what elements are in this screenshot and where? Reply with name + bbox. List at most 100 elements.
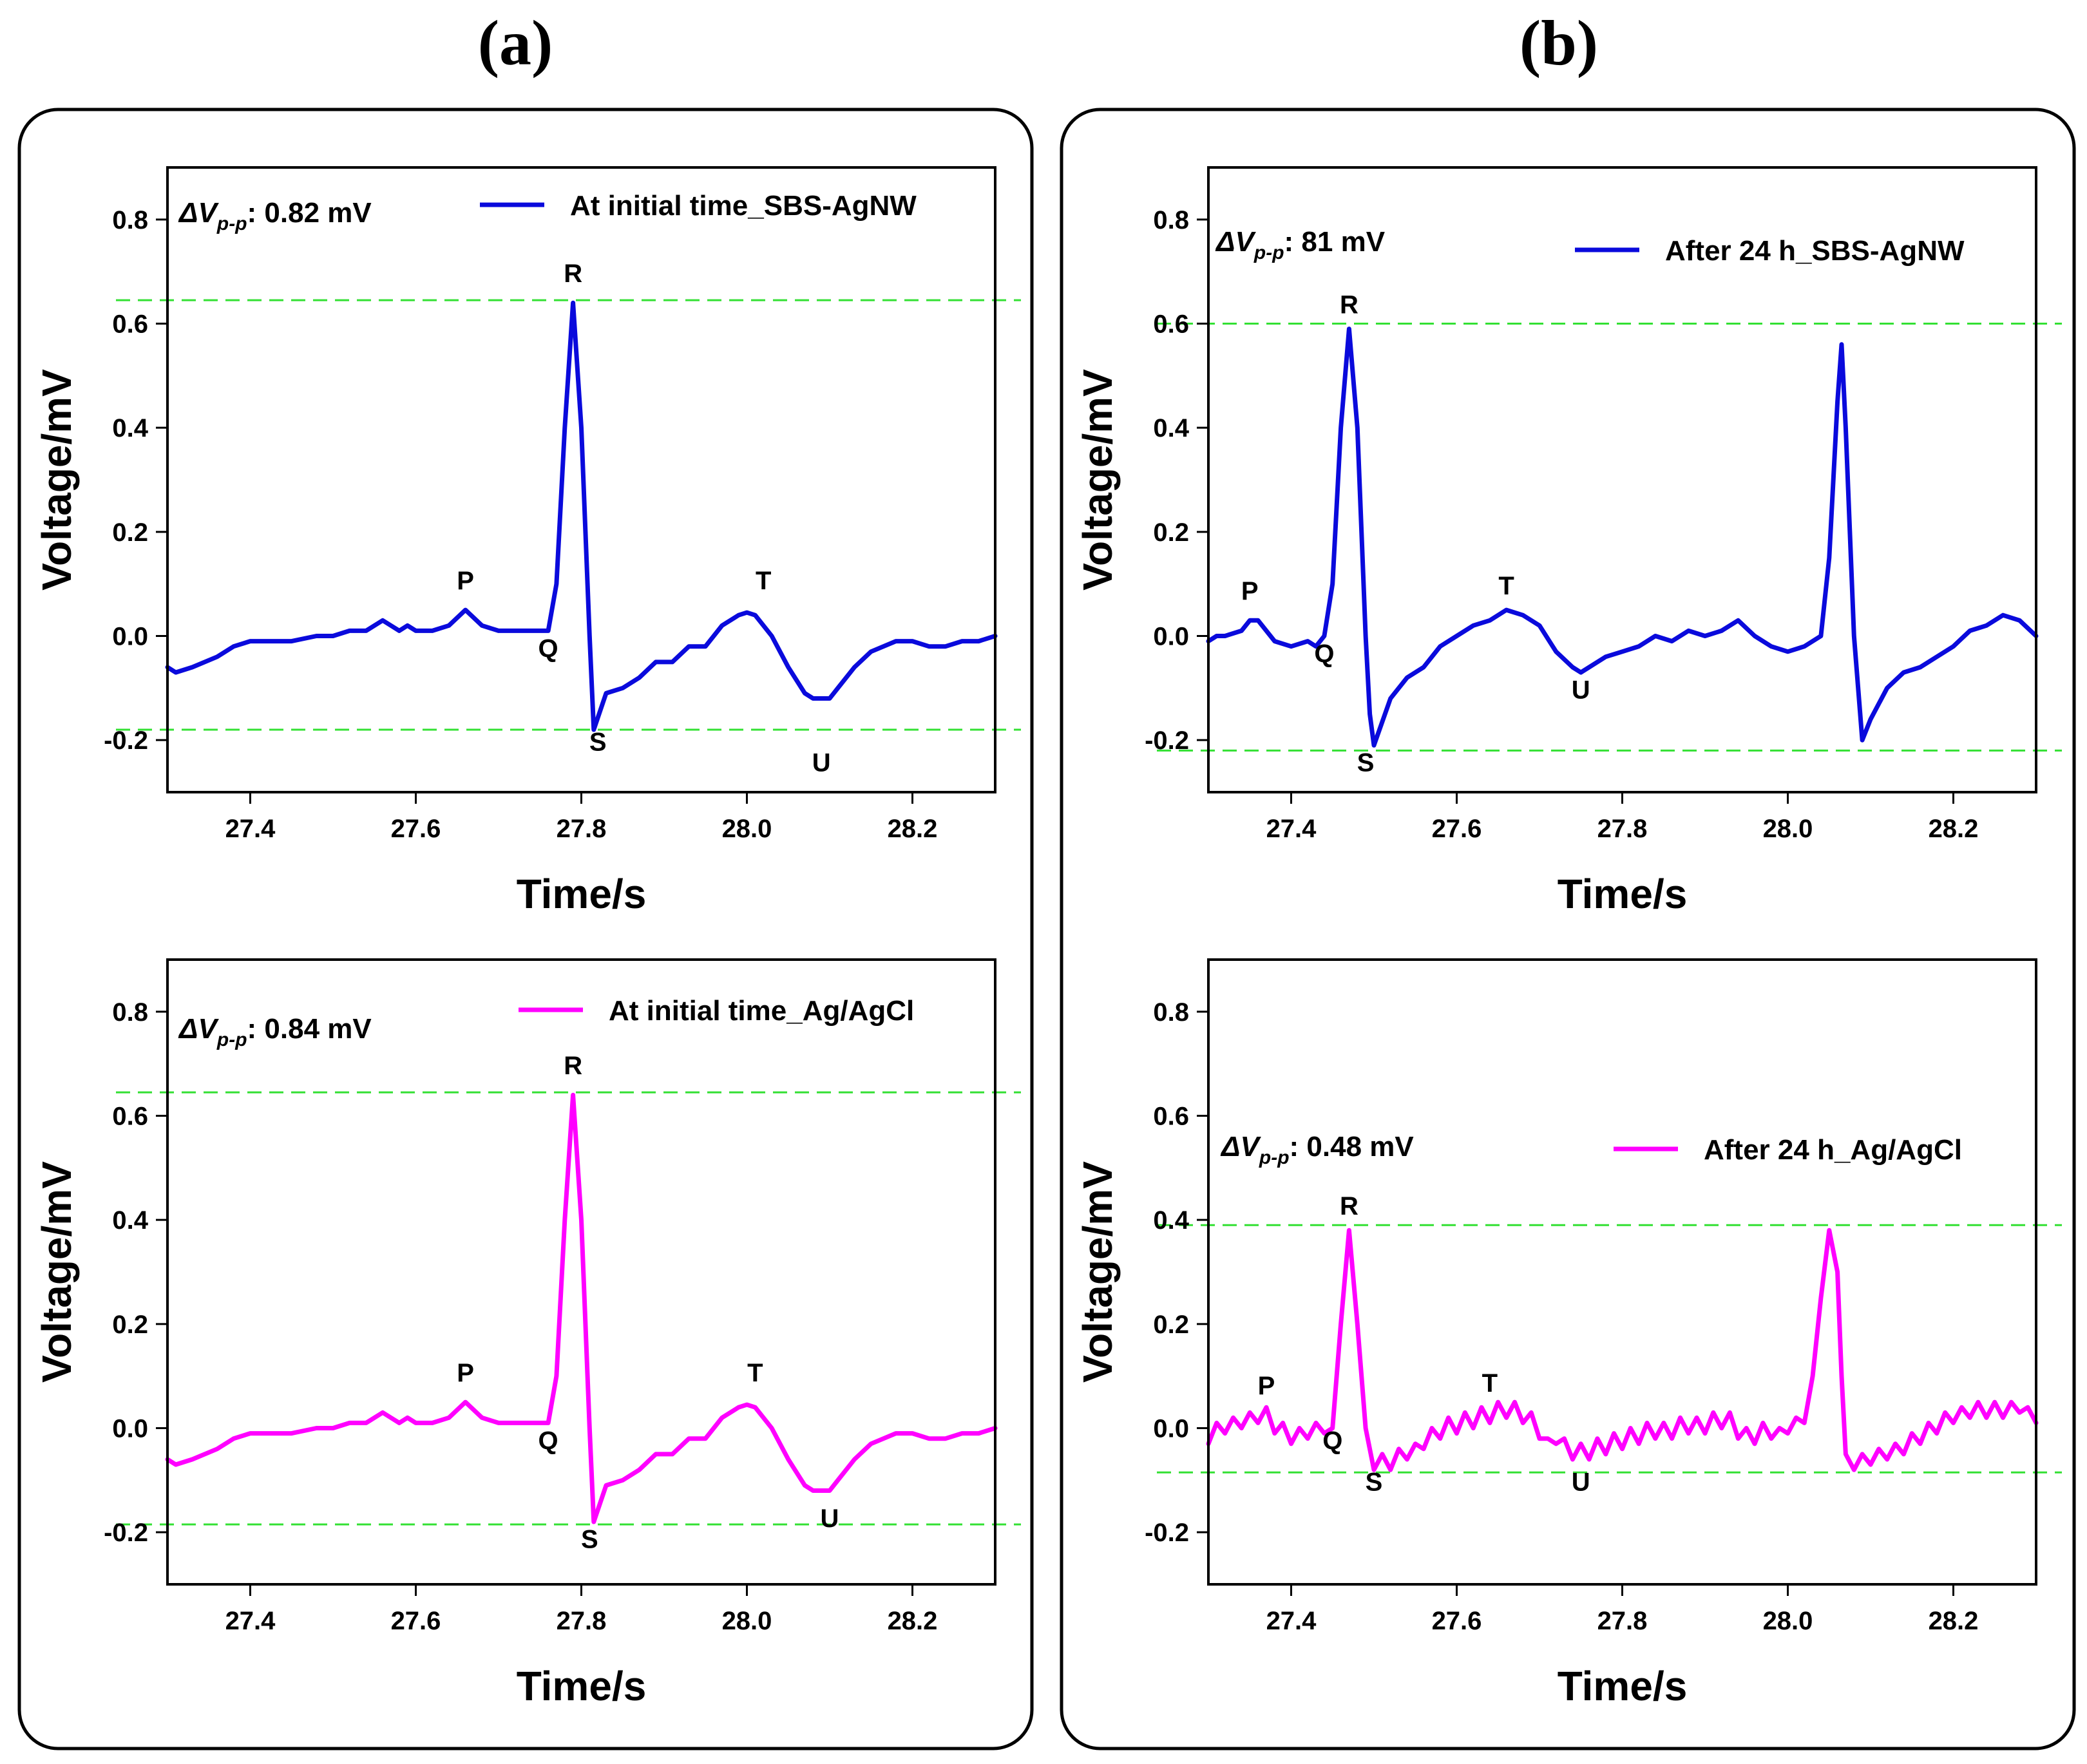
panel-a-frame [17, 108, 1034, 1750]
legend-label: After 24 h_Ag/AgCl [1704, 1134, 1962, 1166]
y-tick-label: 0.2 [112, 518, 148, 547]
y-axis-title: Voltage/mV [1074, 1161, 1121, 1383]
delta-v-value: : 0.84 mV [247, 1013, 372, 1045]
delta-v-symbol: ΔV [1220, 1131, 1262, 1162]
delta-v-annotation: ΔVp-p: 81 mV [1215, 226, 1386, 263]
x-tick-label: 27.4 [1266, 815, 1317, 843]
wave-label-p: P [1241, 577, 1259, 605]
x-tick-label: 28.2 [1929, 1607, 1979, 1635]
x-tick-label: 28.2 [888, 1607, 938, 1635]
wave-label-u: U [821, 1504, 839, 1533]
chart-b-top: -0.2 0.0 0.2 0.4 0.6 0.8 27.4 27.6 27.8 28.0 28.2 T… [1074, 166, 2062, 917]
delta-v-subscript: p-p [1259, 1147, 1290, 1168]
wave-label-r: R [564, 260, 582, 288]
x-tick-label: 28.2 [1929, 815, 1979, 843]
panel-label-b: (b) [1520, 7, 1598, 79]
chart-a-bottom: -0.2 0.0 0.2 0.4 0.6 0.8 27.4 27.6 27.8 28.0 28.2 T… [33, 958, 1021, 1709]
x-tick-label: 27.6 [1432, 1607, 1482, 1635]
delta-v-value: : 0.82 mV [247, 197, 372, 229]
y-tick-label: 0.0 [112, 623, 148, 651]
x-axis-title: Time/s [1558, 871, 1688, 917]
x-tick-label: 28.0 [722, 1607, 772, 1635]
wave-label-s: S [589, 728, 607, 756]
x-tick-label: 27.8 [1597, 1607, 1648, 1635]
y-tick-label: 0.0 [1153, 623, 1189, 651]
y-tick-label: 0.8 [1153, 998, 1189, 1027]
x-tick-label: 27.8 [1597, 815, 1648, 843]
wave-label-u: U [1572, 676, 1590, 705]
x-tick-label: 27.8 [557, 1607, 607, 1635]
y-tick-label: 0.8 [112, 998, 148, 1027]
wave-label-p: P [1258, 1372, 1275, 1400]
plot-frame [1207, 958, 2037, 1586]
y-tick-label: -0.2 [1145, 1519, 1189, 1547]
wave-label-t: T [756, 567, 771, 595]
y-axis-title: Voltage/mV [33, 369, 80, 591]
wave-label-q: Q [1322, 1427, 1342, 1455]
y-tick-label: 0.6 [1153, 310, 1189, 339]
y-axis-title: Voltage/mV [1074, 369, 1121, 591]
panel-label-a: (a) [478, 7, 553, 79]
ecg-series-line [165, 1092, 998, 1524]
wave-label-p: P [457, 1359, 474, 1387]
x-axis-title: Time/s [1558, 1663, 1688, 1709]
x-tick-label: 27.4 [1266, 1607, 1317, 1635]
y-tick-label: 0.4 [112, 1206, 148, 1235]
y-tick-label: 0.2 [1153, 518, 1189, 547]
wave-label-q: Q [1314, 640, 1334, 668]
x-tick-label: 27.8 [557, 815, 607, 843]
ecg-series-line [1206, 327, 2039, 748]
charts-group: -0.2 0.0 0.2 0.4 0.6 0.8 27.4 27.6 27.8 28.0 28.2 T… [33, 166, 2062, 1709]
legend-label: After 24 h_SBS-AgNW [1665, 235, 1965, 267]
wave-label-q: Q [538, 634, 558, 663]
x-tick-label: 27.6 [1432, 815, 1482, 843]
y-tick-label: 0.0 [112, 1415, 148, 1443]
x-axis-title: Time/s [517, 871, 647, 917]
panel-b-frame [1060, 108, 2076, 1750]
ecg-series-line [1206, 1228, 2039, 1472]
y-tick-label: 0.4 [112, 414, 148, 442]
x-tick-label: 28.0 [1763, 815, 1813, 843]
x-tick-label: 27.4 [225, 815, 276, 843]
x-axis-title: Time/s [517, 1663, 647, 1709]
y-tick-label: 0.6 [1153, 1103, 1189, 1131]
wave-label-r: R [564, 1052, 582, 1080]
delta-v-annotation: ΔVp-p: 0.82 mV [178, 197, 372, 234]
wave-label-s: S [1357, 749, 1375, 777]
wave-label-u: U [812, 749, 831, 777]
wave-label-u: U [1572, 1468, 1590, 1497]
chart-b-bottom: -0.2 0.0 0.2 0.4 0.6 0.8 27.4 27.6 27.8 28.0 28.2 T… [1074, 958, 2062, 1709]
x-tick-label: 28.2 [888, 815, 938, 843]
delta-v-subscript: p-p [1253, 242, 1284, 263]
chart-a-top: -0.2 0.0 0.2 0.4 0.6 0.8 27.4 27.6 27.8 28.0 28.2 T… [33, 166, 1021, 917]
wave-label-s: S [581, 1525, 598, 1553]
wave-label-s: S [1366, 1468, 1383, 1497]
legend-label: At initial time_SBS-AgNW [570, 190, 917, 222]
wave-label-r: R [1340, 1192, 1358, 1220]
y-axis-title: Voltage/mV [33, 1161, 80, 1383]
x-tick-label: 27.6 [391, 1607, 441, 1635]
delta-v-symbol: ΔV [178, 197, 220, 229]
y-tick-label: -0.2 [104, 1519, 148, 1547]
y-tick-label: -0.2 [104, 726, 148, 755]
delta-v-value: : 81 mV [1284, 226, 1386, 258]
y-tick-label: 0.4 [1153, 414, 1189, 442]
delta-v-symbol: ΔV [1215, 226, 1257, 258]
y-tick-label: 0.0 [1153, 1415, 1189, 1443]
x-tick-label: 27.6 [391, 815, 441, 843]
x-tick-label: 28.0 [1763, 1607, 1813, 1635]
ecg-series-line [165, 300, 998, 732]
x-tick-label: 27.4 [225, 1607, 276, 1635]
wave-label-t: T [1482, 1369, 1498, 1398]
y-tick-label: 0.6 [112, 1103, 148, 1131]
delta-v-symbol: ΔV [178, 1013, 220, 1045]
wave-label-t: T [1498, 572, 1514, 600]
legend-label: At initial time_Ag/AgCl [609, 995, 914, 1027]
delta-v-value: : 0.48 mV [1290, 1131, 1415, 1162]
wave-label-p: P [457, 567, 474, 595]
y-tick-label: 0.2 [112, 1311, 148, 1339]
y-tick-label: 0.8 [112, 206, 148, 234]
delta-v-annotation: ΔVp-p: 0.48 mV [1220, 1131, 1414, 1168]
y-tick-label: -0.2 [1145, 726, 1189, 755]
